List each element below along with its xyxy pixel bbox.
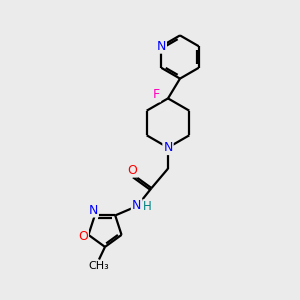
Text: N: N <box>132 199 141 212</box>
Text: O: O <box>78 230 88 243</box>
Text: N: N <box>157 40 166 53</box>
Text: N: N <box>163 141 173 154</box>
Text: N: N <box>88 203 98 217</box>
Text: H: H <box>143 200 152 213</box>
Text: F: F <box>153 88 160 101</box>
Text: CH₃: CH₃ <box>88 261 110 271</box>
Text: O: O <box>128 164 137 177</box>
